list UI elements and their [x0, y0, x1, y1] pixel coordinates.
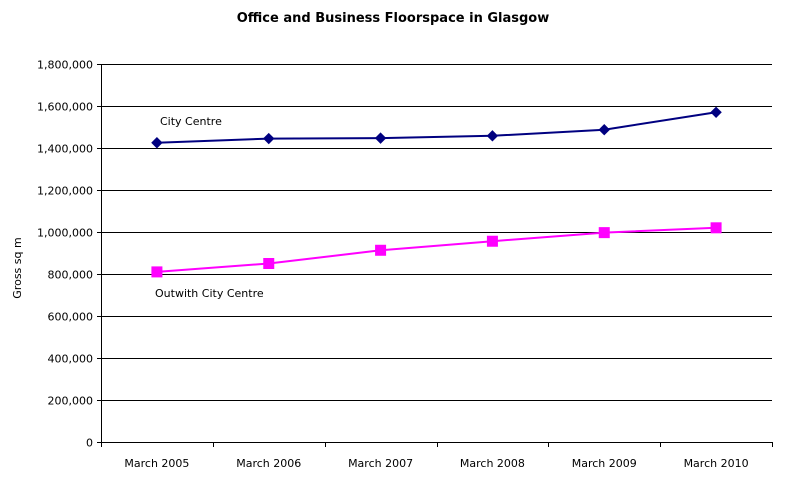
axis-layer: [97, 64, 773, 447]
data-point-square: [486, 235, 498, 247]
x-tick-label: March 2005: [124, 457, 189, 470]
series-label-city-centre: City Centre: [160, 115, 222, 128]
y-tick-label: 1,000,000: [37, 227, 93, 240]
x-tick-label: March 2010: [684, 457, 749, 470]
y-tick-label: 1,400,000: [37, 143, 93, 156]
y-tick-label: 0: [86, 437, 93, 450]
data-point-diamond: [151, 137, 163, 149]
series-layer: [156, 111, 717, 273]
x-tick-label: March 2007: [348, 457, 413, 470]
series-line: [156, 226, 717, 273]
data-point-square: [151, 266, 163, 278]
y-tick-label: 1,200,000: [37, 185, 93, 198]
x-tick-labels: March 2005 March 2006 March 2007 March 2008…: [124, 457, 748, 470]
data-point-diamond: [710, 106, 722, 119]
data-point-diamond: [598, 124, 610, 136]
y-tick-label: 600,000: [48, 311, 94, 324]
series-label-outwith-city-centre: Outwith City Centre: [155, 287, 264, 300]
x-tick-label: March 2009: [572, 457, 637, 470]
data-point-diamond: [263, 132, 275, 145]
y-tick-label: 1,800,000: [37, 59, 93, 72]
x-tick-label: March 2006: [236, 457, 301, 470]
grid-layer: [101, 64, 772, 401]
x-tick-label: March 2008: [460, 457, 525, 470]
data-point-square: [375, 244, 387, 256]
marker-layer: [151, 106, 722, 278]
data-point-square: [710, 222, 722, 234]
data-point-square: [598, 227, 610, 239]
y-tick-label: 200,000: [48, 395, 94, 408]
series-line: [156, 111, 717, 144]
y-tick-label: 800,000: [48, 269, 94, 282]
data-point-diamond: [374, 132, 387, 144]
y-tick-label: 400,000: [48, 353, 94, 366]
y-tick-labels: 0 200,000 400,000 600,000 800,000 1,000,000 1,…: [37, 59, 93, 450]
data-point-square: [263, 258, 275, 269]
data-point-diamond: [486, 130, 499, 142]
y-tick-label: 1,600,000: [37, 101, 93, 114]
chart-title: Office and Business Floorspace in Glasgo…: [237, 11, 549, 26]
y-axis-title: Gross sq m: [11, 237, 24, 298]
